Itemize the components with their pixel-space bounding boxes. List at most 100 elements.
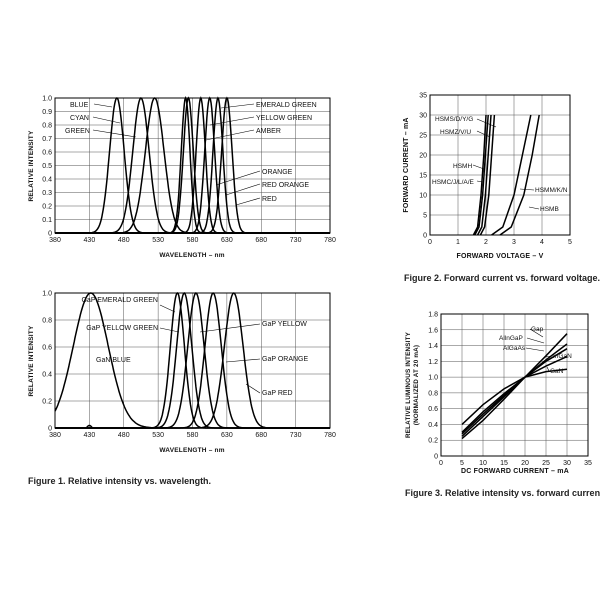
fig1b-label-yellow-green: GaP YELLOW GREEN — [86, 325, 158, 332]
fig3-y-tick-label: 0 — [434, 454, 438, 461]
fig2-y-tick-label: 5 — [423, 213, 427, 220]
fig1a-x-tick-label: 380 — [49, 237, 61, 244]
fig3-labels-layer: Gap AllnGaP AlGaAs InGaN GaN — [499, 326, 572, 375]
fig3-y-tick-label: 0.2 — [428, 438, 438, 445]
fig2-curve-hsmb — [499, 114, 540, 236]
fig1b-y-tick-label: 0.4 — [42, 372, 52, 379]
fig1a-y-tick-label: 0.2 — [42, 204, 52, 211]
fig1b-y-tick-label: 0 — [48, 426, 52, 433]
fig1a-y-tick-label: 0.9 — [42, 109, 52, 116]
fig3-curve-ingan — [461, 355, 568, 433]
fig1a-y-tick-label: 0.7 — [42, 136, 52, 143]
fig1a-label-yellow-green: YELLOW GREEN — [256, 115, 312, 122]
fig3-label-allngap: AllnGaP — [499, 335, 523, 342]
fig2-x-tick-label: 5 — [568, 239, 572, 246]
fig2-x-tick-label: 1 — [456, 239, 460, 246]
fig2-chart: 0 1 2 3 4 5 0 5 10 15 20 25 30 35 FORWARD VOLTAGE – V… — [403, 93, 572, 261]
fig1b-curve-baseline-bump — [85, 424, 94, 429]
fig1a-label-green: GREEN — [65, 128, 90, 135]
fig1a-x-tick-label: 630 — [221, 237, 233, 244]
fig1b-labels-layer: GaP EMERALD GREEN GaP YELLOW GREEN GaN B… — [81, 297, 308, 397]
fig2-leader-lines — [472, 118, 540, 210]
fig1a-x-tick-label: 730 — [290, 237, 302, 244]
fig1b-x-tick-label: 380 — [49, 432, 61, 439]
fig1b-y-axis-title: RELATIVE INTENSITY — [28, 325, 35, 396]
fig1b-x-axis-title: WAVELENGTH – nm — [159, 447, 224, 454]
fig1a-label-cyan: CYAN — [70, 115, 89, 122]
fig1b-y-tick-label: 1.0 — [42, 291, 52, 298]
fig1a-x-tick-label: 680 — [255, 237, 267, 244]
fig2-curve-hsmm-k-n — [491, 114, 532, 236]
fig2-label-hsmc: HSMC/J/L/A/E — [432, 179, 475, 186]
fig1a-y-tick-label: 0.8 — [42, 123, 52, 130]
fig1a-x-axis-title: WAVELENGTH – nm — [159, 252, 224, 259]
fig2-caption: Figure 2. Forward current vs. forward vo… — [404, 273, 600, 283]
fig1a-y-tick-label: 0.1 — [42, 217, 52, 224]
fig2-y-tick-label: 35 — [419, 93, 427, 100]
fig1b-x-tick-label: 730 — [290, 432, 302, 439]
fig1a-ticks-layer: 380 430 480 530 580 630 680 730 780 0 0.1 0.2 0.3 0.4… — [42, 96, 336, 245]
fig3-y-tick-label: 0.6 — [428, 406, 438, 413]
fig1b-plot-frame — [54, 292, 331, 429]
fig1b-y-tick-label: 0.2 — [42, 399, 52, 406]
fig1b-label-orange: GaP ORANGE — [262, 356, 308, 363]
fig1a-y-tick-label: 0.6 — [42, 150, 52, 157]
fig1a-x-tick-label: 480 — [118, 237, 130, 244]
fig2-curve-hsmz-v-u — [476, 114, 492, 236]
fig3-y-tick-label: 1.8 — [428, 312, 438, 319]
fig1a-label-blue: BLUE — [70, 102, 89, 109]
fig3-x-tick-label: 15 — [500, 460, 508, 467]
fig3-ticks-layer: 0 5 10 15 20 25 30 35 0 0.2 0.4 0.6 0.8 1.0 1.2 1.4 1.6 1… — [428, 312, 592, 468]
fig1a-label-amber: AMBER — [256, 128, 281, 135]
fig1b-label-red: GaP RED — [262, 390, 293, 397]
fig2-x-axis-title: FORWARD VOLTAGE – V — [456, 253, 543, 260]
fig1a-y-tick-label: 0.5 — [42, 163, 52, 170]
fig2-curve-hsmh — [474, 114, 489, 236]
fig2-label-hsmb: HSMB — [540, 206, 559, 213]
fig1-caption: Figure 1. Relative intensity vs. wavelen… — [28, 476, 212, 486]
fig2-x-tick-label: 3 — [512, 239, 516, 246]
fig2-curve-hsmc-j-l-a-e — [472, 114, 487, 236]
fig1a-plot-frame — [54, 97, 331, 234]
fig1b-label-emerald-green: GaP EMERALD GREEN — [81, 297, 158, 304]
fig1b-x-tick-label: 780 — [324, 432, 336, 439]
fig2-ticks-layer: 0 1 2 3 4 5 0 5 10 15 20 25 30 35 — [419, 93, 572, 247]
fig3-x-tick-label: 5 — [460, 460, 464, 467]
fig1b-x-tick-label: 680 — [255, 432, 267, 439]
fig1b-label-gan-blue: GaN BLUE — [96, 357, 131, 364]
fig2-label-hsmz: HSMZ/V/U — [440, 129, 471, 136]
fig1a-y-axis-title: RELATIVE INTENSITY — [28, 130, 35, 201]
fig2-label-hsmh: HSMH — [453, 163, 472, 170]
fig2-x-tick-label: 2 — [484, 239, 488, 246]
fig2-x-tick-label: 0 — [428, 239, 432, 246]
fig3-curves-layer — [461, 333, 568, 440]
fig1b-label-yellow: GaP YELLOW — [262, 321, 307, 328]
fig1-bottom-chart: 380 430 480 530 580 630 680 730 780 0 0.2 0.4 0.6 0.8… — [28, 291, 336, 455]
fig3-label-gan: GaN — [550, 368, 564, 375]
fig1a-leader-lines — [92, 103, 261, 206]
fig1a-labels-layer: BLUE CYAN GREEN EMERALD GREEN YELLOW GRE… — [65, 102, 317, 203]
fig3-y-axis-title: RELATIVE LUMINOUS INTENSITY — [405, 331, 412, 438]
fig1a-x-tick-label: 780 — [324, 237, 336, 244]
fig1a-y-tick-label: 0.3 — [42, 190, 52, 197]
fig1a-x-tick-label: 430 — [84, 237, 96, 244]
fig2-y-tick-label: 20 — [419, 153, 427, 160]
fig1a-y-tick-label: 0 — [48, 231, 52, 238]
fig1-top-chart: 380 430 480 530 580 630 680 730 780 0 0.1 0.2 0.3 0.4… — [28, 96, 336, 260]
fig2-y-tick-label: 25 — [419, 133, 427, 140]
fig1b-y-tick-label: 0.6 — [42, 345, 52, 352]
fig1a-label-orange: ORANGE — [262, 169, 293, 176]
fig2-labels-layer: HSMS/D/Y/G HSMZ/V/U HSMH HSMC/J/L/A/E HS… — [432, 116, 568, 213]
fig3-x-axis-title: DC FORWARD CURRENT – mA — [461, 468, 569, 475]
fig3-x-tick-label: 10 — [479, 460, 487, 467]
fig2-y-axis-title: FORWARD CURRENT – mA — [403, 117, 410, 212]
fig1a-label-red-orange: RED ORANGE — [262, 182, 309, 189]
fig1b-ticks-layer: 380 430 480 530 580 630 680 730 780 0 0.2 0.4 0.6 0.8… — [42, 291, 336, 440]
fig1b-x-tick-label: 430 — [84, 432, 96, 439]
fig3-label-algaas: AlGaAs — [503, 345, 526, 352]
fig2-label-hsmm: HSMM/K/N — [535, 187, 568, 194]
fig3-plot-frame — [440, 313, 589, 457]
fig2-label-hsms: HSMS/D/Y/G — [435, 116, 473, 123]
fig1b-x-tick-label: 580 — [187, 432, 199, 439]
fig3-curve-gan — [461, 368, 568, 425]
